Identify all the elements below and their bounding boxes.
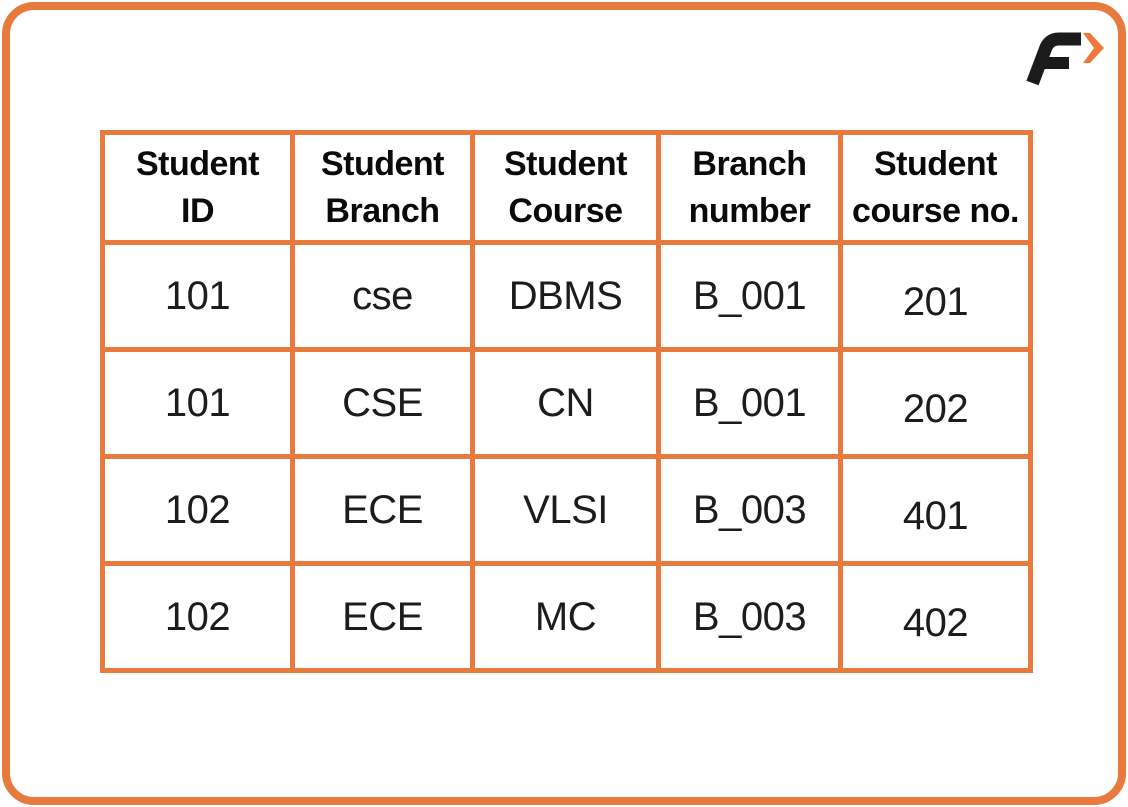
table-header-row: Student ID Student Branch Student Course…	[100, 130, 1033, 245]
table-cell: 101	[100, 347, 295, 459]
table-cell: 201	[838, 240, 1033, 352]
header-student-course: Student Course	[470, 130, 661, 245]
table-cell: 202	[838, 347, 1033, 459]
table-cell: MC	[470, 561, 661, 673]
table-cell: CSE	[290, 347, 475, 459]
logo-letter-f	[1026, 32, 1081, 86]
table-cell: 401	[838, 454, 1033, 566]
table-row: 101 cse DBMS B_001 201	[100, 240, 1033, 352]
table-cell: VLSI	[470, 454, 661, 566]
table-row: 102 ECE MC B_003 402	[100, 561, 1033, 673]
table-cell: 402	[838, 561, 1033, 673]
table-row: 102 ECE VLSI B_003 401	[100, 454, 1033, 566]
table-cell: B_001	[656, 347, 843, 459]
table-cell: cse	[290, 240, 475, 352]
table-cell: 102	[100, 561, 295, 673]
header-branch-number: Branch number	[656, 130, 843, 245]
brand-logo	[1026, 32, 1104, 86]
logo-arrow-icon	[1083, 33, 1104, 63]
table-cell: DBMS	[470, 240, 661, 352]
header-student-id: Student ID	[100, 130, 295, 245]
table-cell: B_001	[656, 240, 843, 352]
table-cell: CN	[470, 347, 661, 459]
table-cell: 102	[100, 454, 295, 566]
table-cell: 101	[100, 240, 295, 352]
table-cell: B_003	[656, 454, 843, 566]
students-table: Student ID Student Branch Student Course…	[100, 130, 1033, 673]
table-cell: B_003	[656, 561, 843, 673]
header-student-branch: Student Branch	[290, 130, 475, 245]
header-student-course-no: Student course no.	[838, 130, 1033, 245]
table-cell: ECE	[290, 454, 475, 566]
table-cell: ECE	[290, 561, 475, 673]
table-row: 101 CSE CN B_001 202	[100, 347, 1033, 459]
